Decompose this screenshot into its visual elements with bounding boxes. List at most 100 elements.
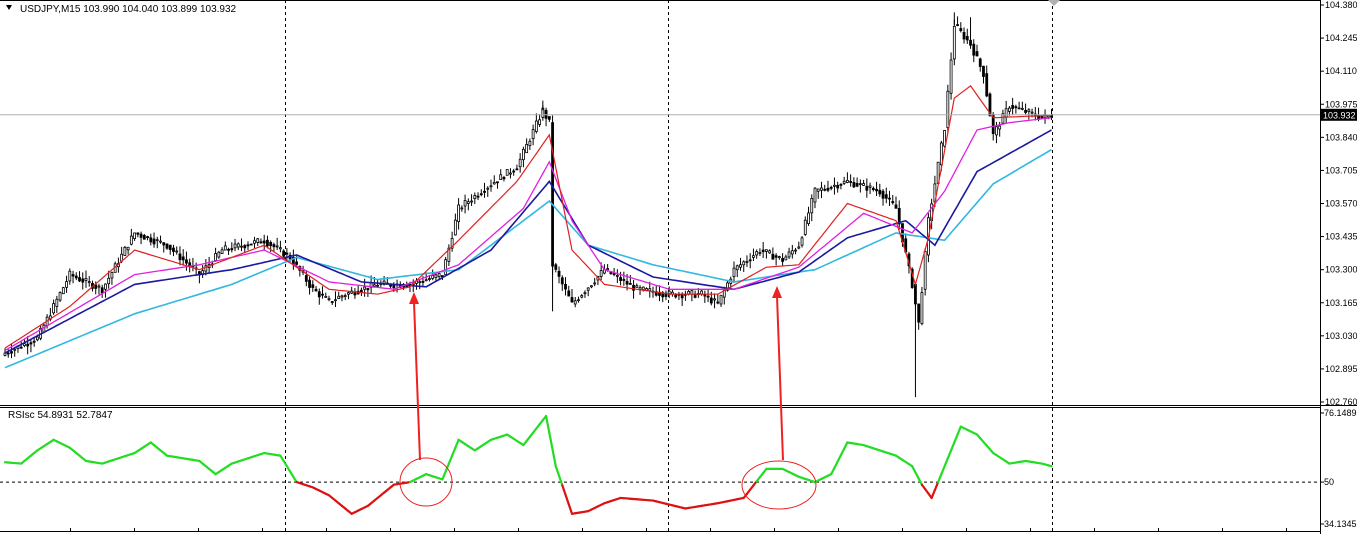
candle-body-down — [1012, 105, 1014, 108]
candle — [79, 271, 81, 282]
candle — [1005, 101, 1007, 124]
candle — [464, 195, 466, 214]
candle — [30, 339, 32, 352]
candle-body-down — [749, 260, 751, 261]
candle — [338, 292, 340, 299]
price-plot[interactable] — [0, 12, 1320, 397]
candle — [843, 177, 845, 185]
candle — [879, 184, 881, 197]
candle — [140, 232, 142, 245]
candle — [749, 253, 751, 268]
candle-body-down — [322, 294, 324, 295]
candle-body-down — [1018, 108, 1020, 109]
candle-body-down — [827, 188, 829, 190]
candle-body-up — [529, 141, 531, 145]
candle-body-up — [124, 247, 126, 255]
candle — [185, 252, 187, 271]
candle-body-down — [266, 240, 268, 246]
rsi-segment — [566, 495, 569, 505]
candle — [445, 257, 447, 275]
rsi-plot[interactable] — [0, 416, 1320, 514]
rsi-segment — [938, 474, 941, 482]
candle — [351, 287, 353, 294]
candle-body-up — [1008, 108, 1010, 111]
rsi-segment — [455, 440, 458, 448]
candle — [561, 275, 563, 291]
candle-body-down — [914, 284, 916, 304]
candle-body-down — [312, 285, 314, 288]
candle-body-up — [435, 275, 437, 278]
candle — [882, 189, 884, 206]
candle-body-up — [454, 220, 456, 235]
candle-body-down — [273, 245, 275, 247]
candle-body-up — [59, 293, 61, 300]
candle — [808, 207, 810, 226]
price-tick-label: 103.435 — [1325, 232, 1357, 242]
candle-body-up — [241, 246, 243, 247]
candle — [198, 271, 200, 283]
candle-body-down — [979, 59, 981, 67]
candle — [678, 292, 680, 300]
candle — [331, 301, 333, 305]
candle-body-up — [581, 296, 583, 298]
candle-body-up — [325, 296, 327, 297]
candle — [581, 294, 583, 298]
candle — [762, 242, 764, 258]
candle-body-down — [422, 281, 424, 282]
candle-body-down — [82, 279, 84, 282]
candle-body-up — [221, 250, 223, 254]
candle-body-up — [432, 275, 434, 278]
candle-body-up — [347, 293, 349, 294]
candle — [360, 288, 362, 296]
annotation-arrow-2 — [772, 286, 783, 460]
candle-body-up — [56, 299, 58, 306]
candle — [914, 284, 916, 307]
candle-body-up — [176, 251, 178, 252]
candle-body-down — [837, 185, 839, 188]
candle-body-down — [169, 245, 171, 249]
candle — [66, 276, 68, 293]
candle — [279, 241, 281, 253]
candle-body-up — [464, 201, 466, 206]
candle — [791, 245, 793, 259]
candle — [743, 260, 745, 272]
candle-body-up — [535, 121, 537, 131]
candle-body-down — [179, 254, 181, 260]
candle — [976, 45, 978, 57]
candle-body-up — [863, 184, 865, 186]
candle-body-up — [594, 283, 596, 284]
candle-body-down — [966, 36, 968, 40]
candle — [56, 296, 58, 313]
candle-body-up — [338, 296, 340, 298]
candle — [717, 294, 719, 304]
candle — [973, 39, 975, 62]
candle-body-up — [649, 289, 651, 291]
candle — [778, 256, 780, 260]
candle — [260, 238, 262, 243]
chart-symbol-header: USDJPY,M15 103.990 104.040 103.899 103.9… — [20, 4, 237, 15]
candle — [150, 234, 152, 246]
candle-body-down — [309, 280, 311, 287]
candle-body-up — [428, 279, 430, 280]
candle — [347, 291, 349, 299]
candle — [172, 245, 174, 256]
candle — [40, 325, 42, 341]
candle — [532, 125, 534, 146]
candle-body-down — [286, 253, 288, 254]
candle — [691, 290, 693, 301]
candle — [513, 169, 515, 176]
candle-body-up — [461, 208, 463, 209]
rsi-segment — [556, 466, 559, 476]
candle — [1028, 108, 1030, 119]
candle-body-up — [859, 184, 861, 185]
candle — [480, 189, 482, 196]
candle — [746, 255, 748, 267]
price-tick-label: 103.030 — [1325, 331, 1357, 341]
candle-body-down — [172, 248, 174, 251]
candle-body-down — [140, 234, 142, 237]
candle-body-up — [257, 239, 259, 243]
candle-body-up — [639, 288, 641, 290]
candle-body-down — [782, 258, 784, 261]
